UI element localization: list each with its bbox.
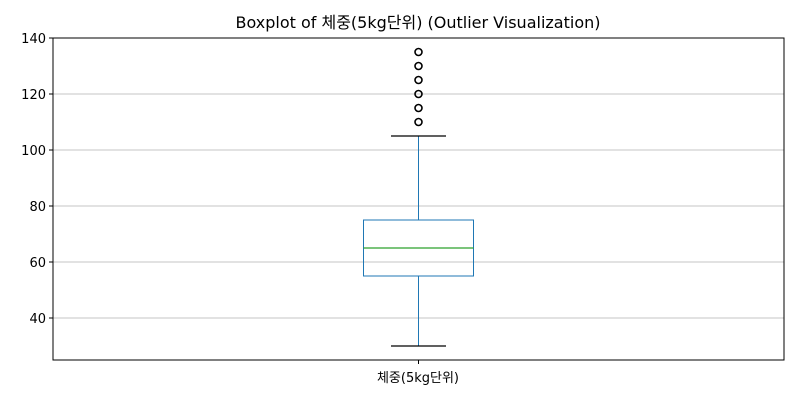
outlier-point-115 — [415, 105, 422, 112]
y-axis-ticks: 40 60 80 100 120 140 — [21, 32, 418, 364]
outlier-point-135 — [415, 49, 422, 56]
box-layer — [364, 49, 474, 347]
y-tick-label-140: 140 — [21, 32, 46, 47]
outlier-point-130 — [415, 63, 422, 70]
x-category-label: 체중(5kg단위) — [377, 371, 459, 386]
y-tick-label-100: 100 — [21, 144, 46, 159]
outlier-point-110 — [415, 119, 422, 126]
y-tick-label-40: 40 — [29, 312, 46, 327]
y-tick-label-80: 80 — [29, 200, 46, 215]
chart-title: Boxplot of 체중(5kg단위) (Outlier Visualizat… — [235, 13, 600, 32]
y-tick-label-120: 120 — [21, 88, 46, 103]
outlier-point-125 — [415, 77, 422, 84]
y-tick-label-60: 60 — [29, 256, 46, 271]
